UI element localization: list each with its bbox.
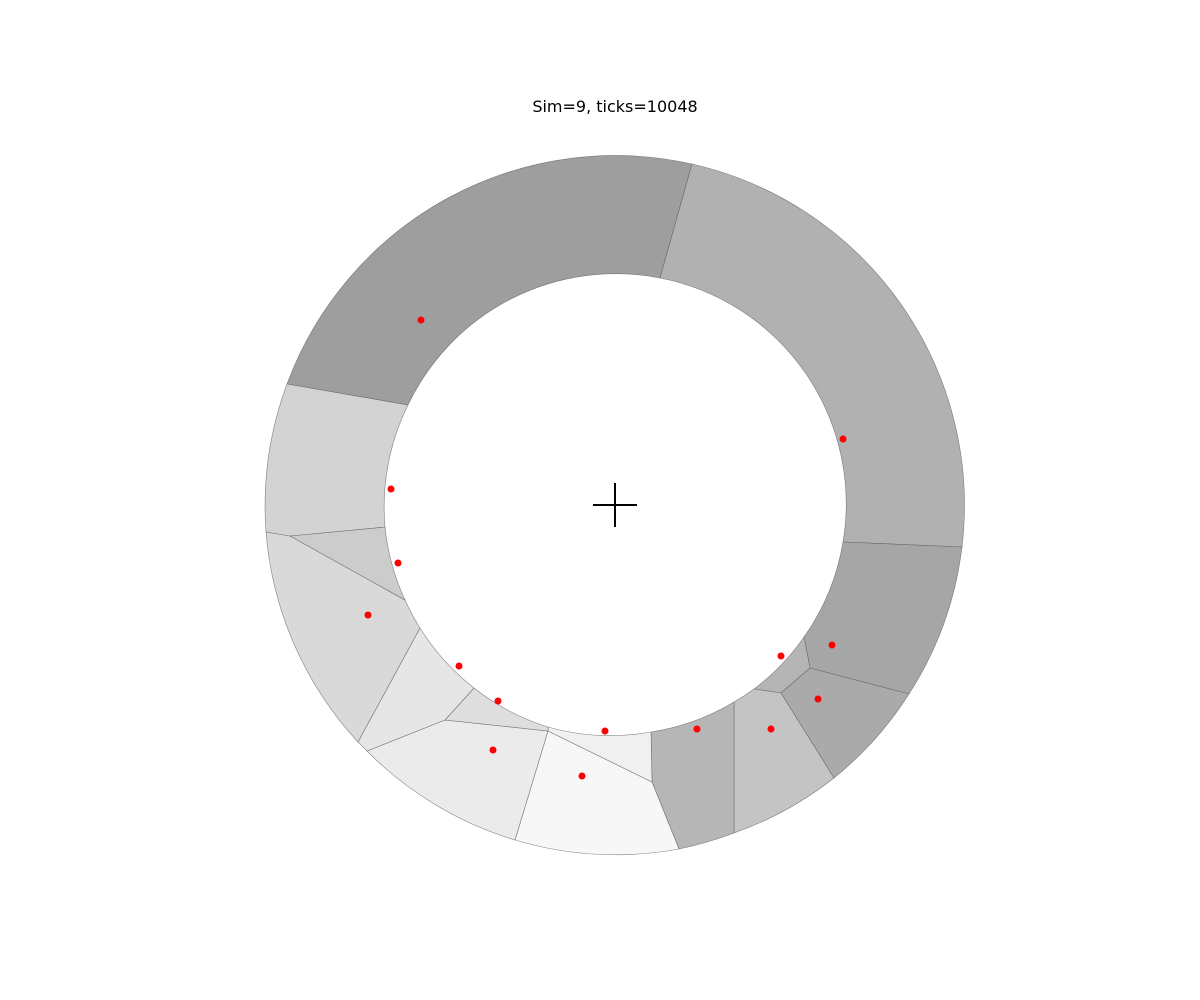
- agent-marker: [839, 435, 847, 443]
- agent-markers: [364, 316, 847, 780]
- plot-title: Sim=9, ticks=10048: [532, 97, 697, 116]
- agent-marker: [489, 746, 497, 754]
- agent-marker: [814, 695, 822, 703]
- agent-marker: [578, 772, 586, 780]
- cell-lower-left-inner: [357, 627, 475, 752]
- agent-marker: [417, 316, 425, 324]
- cell-top-right: [659, 163, 965, 548]
- cell-lower-left: [265, 531, 421, 743]
- cell-top-left: [286, 155, 693, 406]
- agent-marker: [828, 641, 836, 649]
- cell-bottom-left-inner: [444, 687, 549, 732]
- cell-bottom-center-inner: [547, 726, 653, 783]
- agent-marker: [601, 727, 609, 735]
- center-crosshair: [593, 483, 637, 527]
- agent-marker: [394, 559, 402, 567]
- agent-marker: [777, 652, 785, 660]
- agent-marker: [387, 485, 395, 493]
- cell-right-lower: [803, 541, 963, 695]
- agent-marker: [364, 611, 372, 619]
- agent-marker: [693, 725, 701, 733]
- cell-bottom-right: [733, 688, 835, 834]
- agent-marker: [767, 725, 775, 733]
- agent-marker: [494, 697, 502, 705]
- ring-cells: [264, 155, 965, 856]
- agent-marker: [455, 662, 463, 670]
- cell-left: [264, 383, 409, 537]
